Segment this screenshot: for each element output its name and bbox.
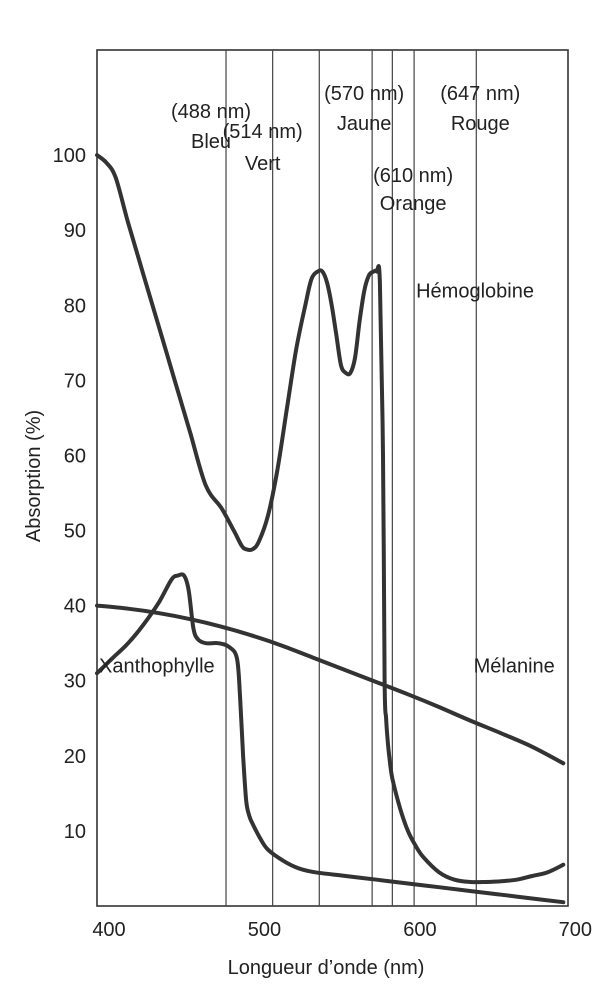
y-tick-label: 10 — [64, 821, 86, 843]
band-color-label: Rouge — [451, 113, 510, 135]
series-labels: Hémoglobine Xanthophylle Mélanine — [99, 280, 555, 677]
y-tick-label: 60 — [64, 445, 86, 467]
y-axis-title: Absorption (%) — [23, 410, 45, 542]
series-line-melanine — [95, 603, 566, 766]
band-wavelength-label: (610 nm) — [373, 165, 453, 187]
y-tick-label: 80 — [64, 295, 86, 317]
plot-frame — [96, 49, 569, 907]
x-tick-label: 400 — [92, 919, 125, 941]
y-tick-label: 30 — [64, 671, 86, 693]
wavelength-bands: (488 nm) Bleu(514 nm) Vert (570 nm) Jaune (61… — [171, 50, 520, 906]
y-tick-label: 70 — [64, 370, 86, 392]
band-wavelength-label: (514 nm) — [223, 121, 303, 143]
series-line-xanthophylle — [95, 572, 566, 905]
x-tick-label: 600 — [403, 919, 436, 941]
axis-ticks: 10 20 30 40 50 60 70 80 90 100 400 500 600 700 — [53, 145, 592, 941]
band-color-label: Jaune — [337, 113, 392, 135]
x-tick-label: 700 — [559, 919, 592, 941]
y-tick-label: 90 — [64, 220, 86, 242]
band-wavelength-label: (570 nm) — [324, 83, 404, 105]
band-color-label: Bleu — [191, 131, 231, 153]
x-tick-label: 500 — [248, 919, 281, 941]
series-curves — [95, 153, 566, 905]
band-color-label: Vert — [245, 153, 281, 175]
series-line-hemoglobine — [95, 153, 566, 885]
series-label: Xanthophylle — [99, 656, 215, 678]
y-tick-label: 100 — [53, 145, 86, 167]
band-wavelength-label: (647 nm) — [440, 83, 520, 105]
y-tick-label: 20 — [64, 746, 86, 768]
y-tick-label: 50 — [64, 521, 86, 543]
x-axis-title: Longueur d’onde (nm) — [228, 957, 425, 979]
series-label: Mélanine — [474, 656, 555, 678]
band-color-label: Orange — [380, 193, 447, 215]
band-wavelength-label: (488 nm) — [171, 101, 251, 123]
y-tick-label: 40 — [64, 596, 86, 618]
series-label: Hémoglobine — [416, 280, 534, 302]
